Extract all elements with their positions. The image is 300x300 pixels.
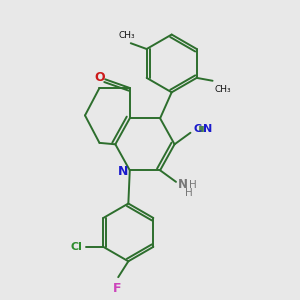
Text: C: C xyxy=(193,124,202,134)
Text: CH₃: CH₃ xyxy=(214,85,231,94)
Text: N: N xyxy=(118,165,129,178)
Text: F: F xyxy=(112,282,121,296)
Text: N: N xyxy=(202,124,212,134)
Text: Cl: Cl xyxy=(71,242,82,252)
Text: H: H xyxy=(189,180,197,190)
Text: H: H xyxy=(185,188,192,198)
Text: O: O xyxy=(95,71,105,84)
Text: CH₃: CH₃ xyxy=(119,31,136,40)
Text: N: N xyxy=(178,178,188,191)
